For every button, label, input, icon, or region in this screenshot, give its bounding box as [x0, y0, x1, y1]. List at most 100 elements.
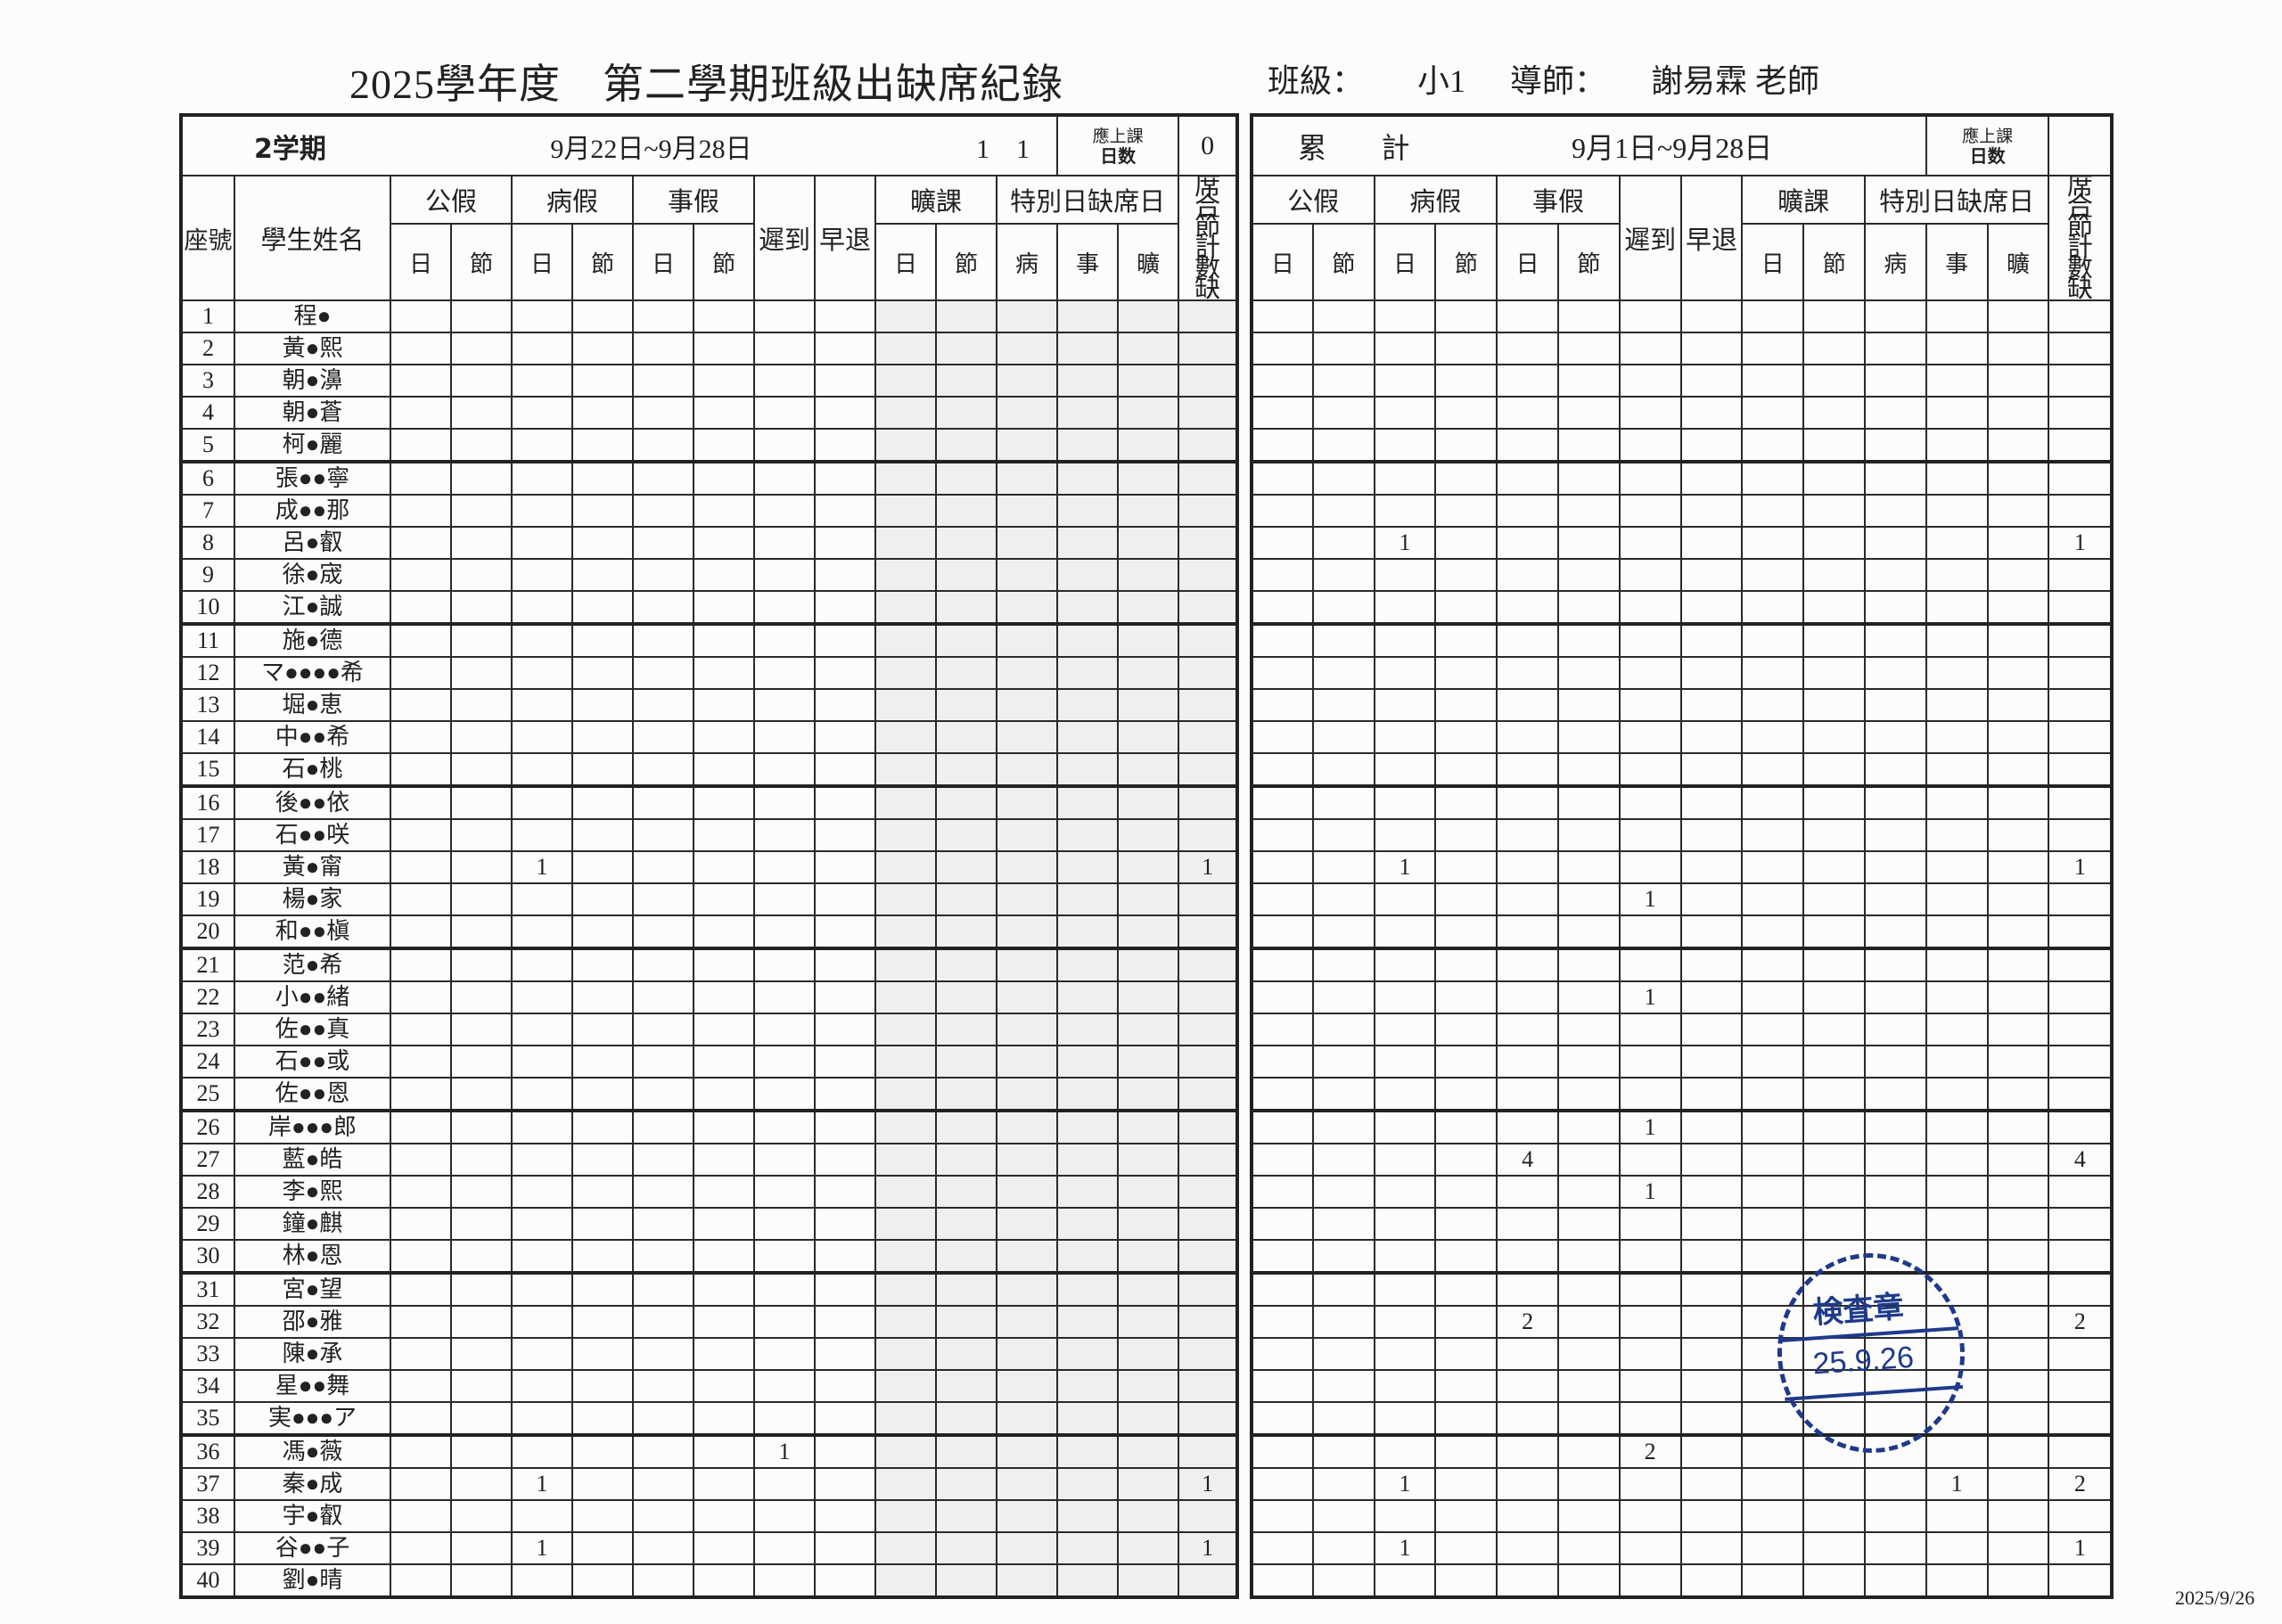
attendance-cell [814, 785, 876, 820]
attendance-cell [1251, 818, 1314, 852]
attendance-cell [1986, 558, 2050, 592]
attendance-cell [390, 1077, 452, 1112]
student-name: 宮●望 [234, 1272, 391, 1307]
attendance-cell [450, 720, 513, 754]
attendance-cell [1863, 623, 1927, 658]
attendance-cell [1986, 1434, 2050, 1469]
attendance-cell [1863, 494, 1927, 528]
attendance-cell [390, 590, 452, 626]
student-row: 36 馮●薇 1 [180, 1434, 1239, 1469]
attendance-cell [693, 785, 755, 820]
student-row: 18 黃●甯 1 1 [180, 850, 1239, 884]
seat-number: 23 [180, 1013, 235, 1046]
attendance-cell [1434, 1499, 1498, 1533]
student-row: 21 范●希 [180, 947, 1239, 982]
cumulative-header: 累 計 9月1日~9月28日 [1251, 114, 1927, 176]
attendance-cell [814, 396, 876, 430]
attendance-cell [935, 915, 997, 950]
attendance-cell [1986, 1239, 2050, 1275]
attendance-cell [1556, 1467, 1621, 1501]
seat-number: 22 [180, 980, 235, 1014]
attendance-cell [1679, 461, 1744, 496]
attendance-cell [1679, 850, 1744, 884]
attendance-cell [1434, 1239, 1498, 1275]
attendance-cell [1311, 1499, 1375, 1533]
attendance-cell [1556, 1499, 1621, 1533]
attendance-cell [571, 1401, 634, 1437]
attendance-cell [935, 428, 997, 463]
student-name: 中●●希 [234, 720, 391, 754]
attendance-cell [1373, 1077, 1437, 1112]
attendance-cell [390, 1434, 452, 1469]
attendance-cell [1311, 1175, 1375, 1209]
attendance-cell [1986, 1337, 2050, 1371]
attendance-cell [1117, 1531, 1180, 1565]
attendance-cell [995, 915, 1059, 950]
student-row: 19 楊●家 [180, 882, 1239, 916]
attendance-cell [511, 1305, 573, 1339]
attendance-cell [995, 785, 1059, 820]
attendance-cell [1056, 1499, 1120, 1533]
attendance-cell [1863, 818, 1927, 852]
attendance-cell [511, 1175, 573, 1209]
attendance-cell [1986, 818, 2050, 852]
school-days-value: 0 [1178, 114, 1239, 176]
attendance-cell [632, 1434, 694, 1469]
attendance-cell [1618, 428, 1682, 463]
attendance-cell [1251, 1239, 1314, 1275]
attendance-cell [1679, 558, 1744, 592]
student-row: 9 徐●宬 [180, 558, 1239, 592]
attendance-cell: 1 [753, 1434, 816, 1469]
attendance-cell [1802, 947, 1866, 982]
attendance-cell [1311, 1305, 1375, 1339]
attendance-cell [390, 558, 452, 592]
attendance-cell [753, 428, 816, 463]
attendance-cell [1618, 947, 1682, 982]
attendance-cell [1434, 494, 1498, 528]
attendance-cell [1986, 1401, 2050, 1437]
sub-header: 日 [390, 223, 452, 301]
attendance-cell [753, 1401, 816, 1437]
student-row [1251, 656, 2114, 690]
student-row [1251, 752, 2114, 788]
attendance-cell [390, 1337, 452, 1371]
student-name: 朝●蒼 [234, 396, 391, 430]
attendance-cell [1373, 299, 1437, 333]
attendance-cell [995, 656, 1059, 690]
student-row [1251, 915, 2114, 950]
attendance-cell [2048, 1013, 2114, 1046]
attendance-cell [693, 590, 755, 626]
attendance-cell [1178, 461, 1239, 496]
attendance-cell [814, 1369, 876, 1403]
attendance-cell [1117, 461, 1180, 496]
attendance-cell [1986, 688, 2050, 722]
attendance-cell [1802, 494, 1866, 528]
attendance-cell [571, 1272, 634, 1307]
attendance-cell [390, 688, 452, 722]
attendance-cell [632, 1401, 694, 1437]
attendance-cell [693, 1045, 755, 1079]
student-row: 34 星●●舞 [180, 1369, 1239, 1403]
attendance-cell [1986, 720, 2050, 754]
seat-number: 39 [180, 1531, 235, 1565]
attendance-cell [1496, 299, 1559, 333]
attendance-cell [390, 526, 452, 560]
attendance-cell [1986, 980, 2050, 1014]
attendance-cell [390, 656, 452, 690]
attendance-cell [1802, 1401, 1866, 1437]
student-row [1251, 1045, 2114, 1079]
attendance-cell [1679, 494, 1744, 528]
attendance-cell [1496, 428, 1559, 463]
attendance-cell [511, 1077, 573, 1112]
attendance-cell [1741, 1369, 1805, 1403]
attendance-cell [632, 1305, 694, 1339]
attendance-cell [935, 947, 997, 982]
attendance-cell [632, 785, 694, 820]
attendance-cell [874, 720, 937, 754]
attendance-cell [1741, 1434, 1805, 1469]
attendance-cell [814, 623, 876, 658]
attendance-cell [693, 980, 755, 1014]
attendance-cell [1925, 1401, 1989, 1437]
attendance-cell [1986, 1175, 2050, 1209]
attendance-cell [1251, 623, 1314, 658]
